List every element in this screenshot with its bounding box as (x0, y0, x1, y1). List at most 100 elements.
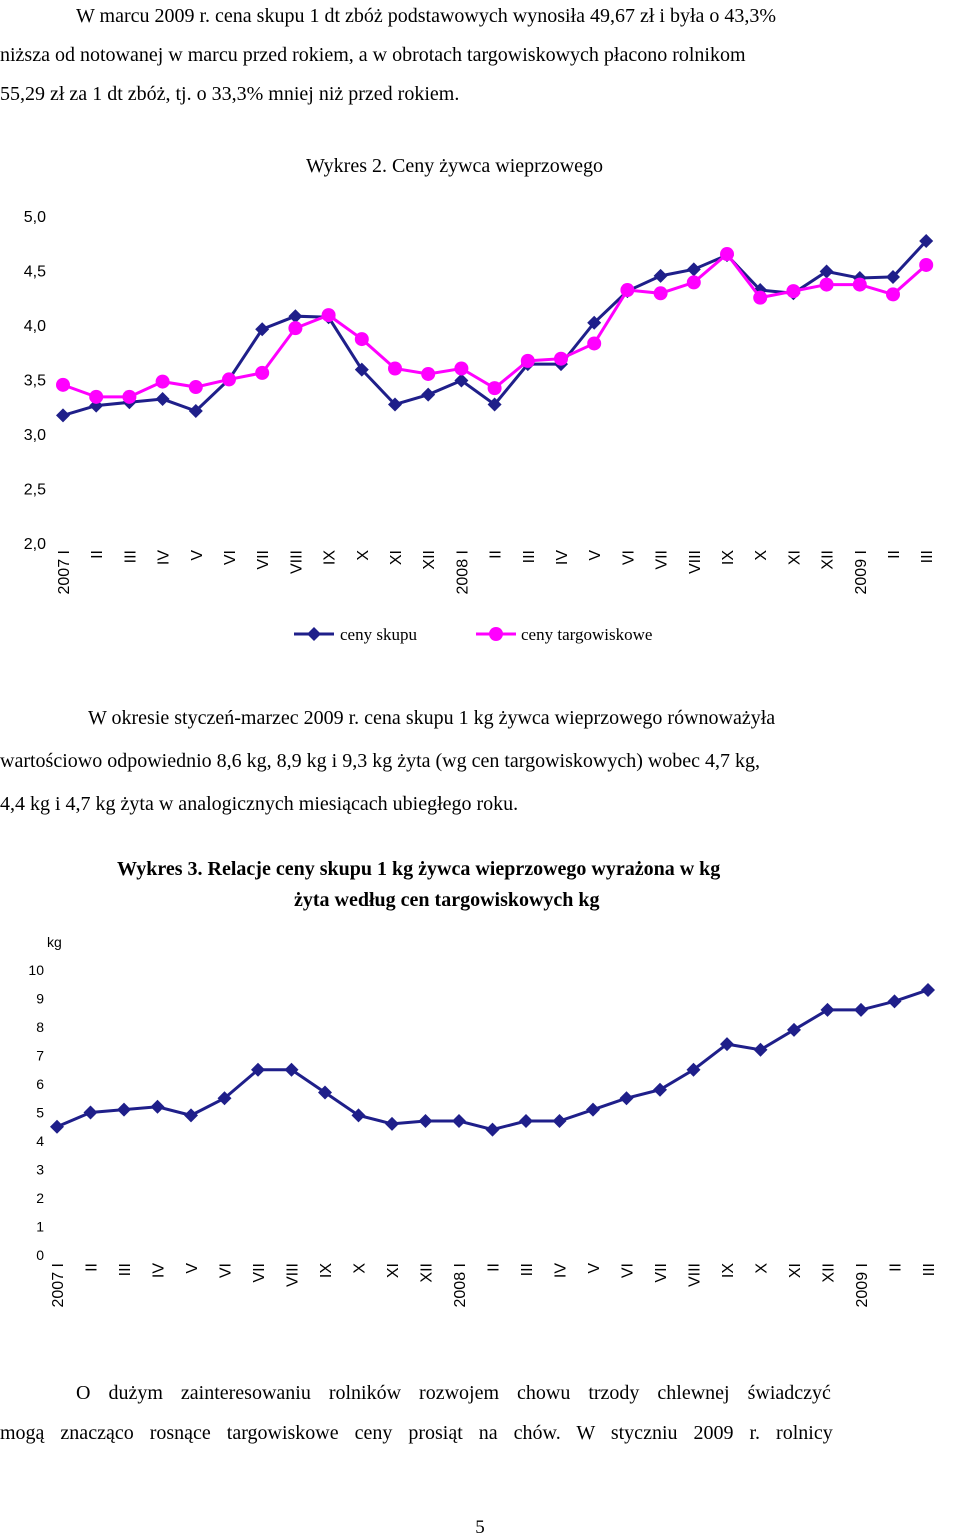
data-point (50, 1119, 64, 1134)
data-point (619, 1091, 634, 1106)
data-point (520, 353, 535, 368)
y-tick-label: 8 (36, 1019, 44, 1035)
chart1-title: Wykres 2. Ceny żywca wieprzowego (306, 155, 604, 177)
data-point (188, 380, 203, 395)
legend-label: ceny targowiskowe (521, 625, 652, 644)
text-line: mogą znacząco rosnące targowiskowe ceny … (0, 1422, 833, 1444)
data-point (886, 287, 900, 302)
x-tick-label: IV (553, 1263, 570, 1278)
x-tick-label: XII (421, 550, 438, 570)
x-tick-label: 2007 I (56, 550, 73, 594)
y-tick-label: 0 (36, 1247, 44, 1263)
data-point (217, 1091, 232, 1106)
data-point (421, 387, 436, 402)
data-point (921, 982, 935, 997)
x-tick-label: VII (653, 1263, 670, 1283)
x-tick-label: 2009 I (854, 1263, 871, 1307)
data-point (820, 1002, 835, 1017)
x-tick-label: VI (620, 1263, 637, 1278)
x-tick-label: 2008 I (452, 1263, 469, 1307)
data-point (56, 377, 70, 392)
data-point (787, 1022, 801, 1037)
data-point (150, 1099, 165, 1114)
x-tick-label: V (184, 1263, 201, 1274)
data-point (318, 1085, 332, 1100)
x-tick-label: IV (151, 1263, 168, 1278)
x-tick-label: X (352, 1263, 369, 1274)
y-axis-label: kg (47, 934, 62, 950)
text-line: 4,4 kg i 4,7 kg żyta w analogicznych mie… (0, 793, 519, 815)
data-point (720, 247, 734, 262)
data-point (686, 275, 701, 290)
x-tick-label: III (521, 550, 538, 563)
x-tick-label: XI (786, 550, 803, 565)
data-point (155, 392, 170, 407)
data-point (819, 277, 834, 292)
data-point (454, 373, 469, 388)
x-tick-label: VII (255, 550, 272, 570)
y-tick-label: 3,0 (24, 427, 46, 444)
data-point (487, 397, 502, 412)
x-tick-label: V (587, 550, 604, 561)
data-point (288, 309, 303, 324)
data-point (388, 361, 402, 376)
x-tick-label: II (888, 1263, 905, 1272)
text-line: W marcu 2009 r. cena skupu 1 dt zbóż pod… (76, 5, 777, 27)
y-tick-label: 4 (36, 1133, 44, 1149)
data-point (653, 268, 668, 283)
data-point (887, 994, 902, 1009)
data-point (586, 1102, 600, 1117)
x-tick-label: X (355, 550, 372, 561)
x-tick-label: IX (322, 550, 339, 565)
data-point (251, 1062, 265, 1077)
data-point (56, 408, 70, 423)
x-tick-label: III (519, 1263, 536, 1276)
legend-marker (489, 627, 503, 641)
x-tick-label: VII (251, 1263, 268, 1283)
x-tick-label: XII (820, 550, 837, 570)
data-point (354, 362, 369, 377)
data-point (452, 1114, 466, 1129)
x-tick-label: 2009 I (853, 550, 870, 594)
data-point (421, 366, 436, 381)
y-tick-label: 4,5 (24, 264, 46, 281)
data-point (385, 1116, 399, 1131)
x-tick-label: VIII (288, 550, 305, 574)
data-point (354, 332, 369, 347)
data-point (89, 389, 104, 404)
data-point (620, 283, 635, 298)
y-tick-label: 2 (36, 1190, 44, 1206)
data-point (288, 321, 303, 336)
legend-marker (307, 627, 321, 641)
text-line: wartościowo odpowiednio 8,6 kg, 8,9 kg i… (0, 750, 761, 772)
data-point (418, 1114, 433, 1129)
x-tick-label: II (886, 550, 903, 559)
data-point (587, 336, 602, 351)
x-tick-label: VII (654, 550, 671, 570)
x-tick-label: II (84, 1263, 101, 1272)
x-tick-label: II (488, 550, 505, 559)
text-line-content: O dużym zainteresowaniu rolników rozwoje… (76, 1382, 831, 1404)
data-point (852, 277, 867, 292)
x-tick-label: II (486, 1263, 503, 1272)
data-point (786, 284, 801, 299)
data-point (487, 381, 502, 396)
y-tick-label: 1 (36, 1219, 44, 1235)
data-point (919, 257, 934, 272)
x-tick-label: VIII (687, 1263, 704, 1287)
x-tick-label: 2007 I (50, 1263, 67, 1307)
x-tick-label: V (189, 550, 206, 561)
text-line: 55,29 zł za 1 dt zbóż, tj. o 33,3% mniej… (0, 83, 460, 105)
text-line: W okresie styczeń-marzec 2009 r. cena sk… (88, 707, 776, 729)
x-tick-label: XI (388, 550, 405, 565)
data-point (351, 1108, 366, 1123)
data-point (188, 404, 203, 419)
data-point (819, 264, 834, 279)
data-point (83, 1105, 98, 1120)
x-tick-label: VI (218, 1263, 235, 1278)
data-point (155, 374, 170, 389)
y-tick-label: 10 (28, 962, 44, 978)
data-point (653, 1082, 667, 1097)
x-tick-label: VI (620, 550, 637, 565)
